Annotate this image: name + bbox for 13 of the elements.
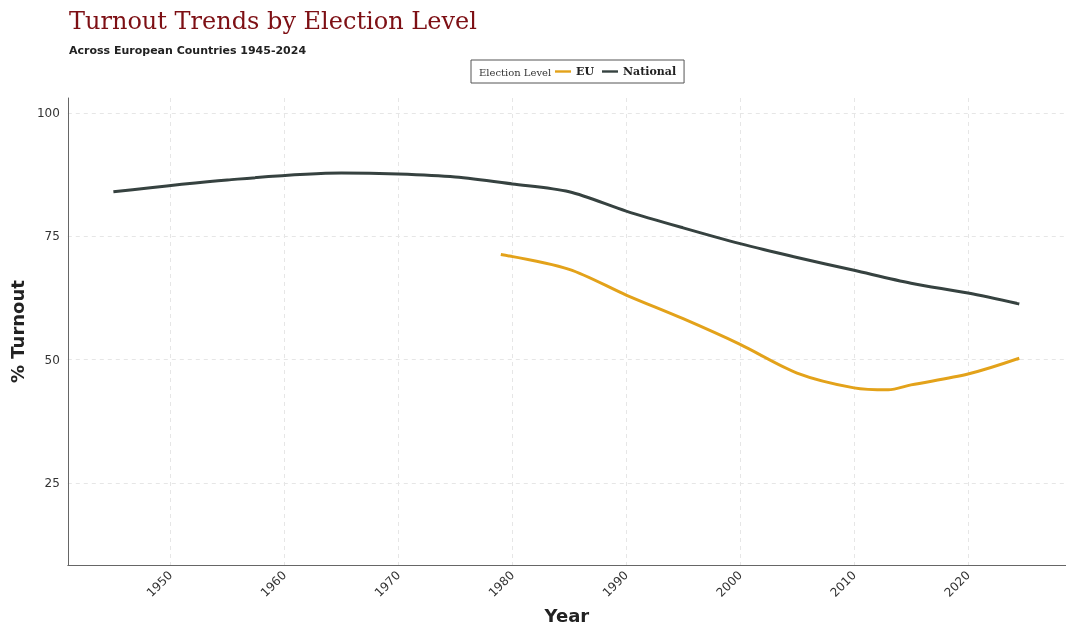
y-axis-title: % Turnout xyxy=(6,279,28,384)
chart-subtitle: Across European Countries 1945-2024 xyxy=(69,44,307,57)
line-series xyxy=(111,171,1021,306)
y-tick-label: 75 xyxy=(44,229,60,244)
y-tick-label: 100 xyxy=(36,105,60,120)
line-series xyxy=(499,253,1021,392)
chart-title: Turnout Trends by Election Level xyxy=(69,7,477,35)
legend-label: National xyxy=(622,65,677,78)
legend-label: EU xyxy=(576,65,595,78)
y-tick-label: 25 xyxy=(44,476,60,491)
y-tick-label: 50 xyxy=(44,352,60,367)
x-axis-title: Year xyxy=(543,604,590,626)
legend-title: Election Level xyxy=(479,66,552,78)
